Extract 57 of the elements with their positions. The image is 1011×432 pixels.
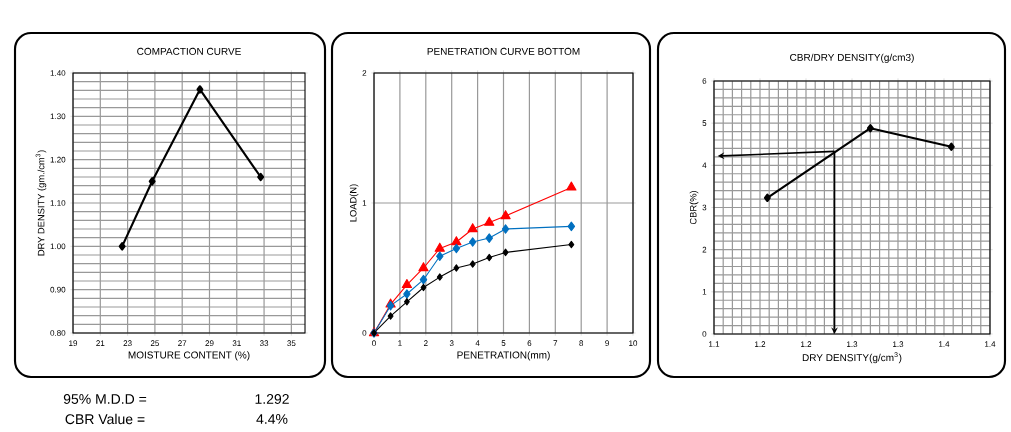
text: 95% M.D.D = (63, 394, 147, 404)
x-tick-label: 33 (259, 340, 269, 347)
y-tick-label: 0 (362, 330, 367, 336)
y-tick-label: 5 (702, 120, 707, 126)
x-tick-label: 21 (96, 340, 105, 346)
x-tick-label: 25 (150, 340, 160, 347)
y-axis-title: LOAD(N) (349, 184, 359, 222)
y-axis-title: DRY DENSITY (gm./cm$^{3}$) (35, 150, 47, 256)
x-tick-label: 9 (605, 340, 609, 347)
x-tick-label: 31 (232, 340, 241, 347)
y-tick-label: 1.40 (50, 70, 66, 76)
y-tick-label: 1 (702, 289, 707, 295)
x-axis-title: PENETRATION(mm) (457, 351, 550, 361)
x-tick-label: 1.2 (755, 341, 766, 347)
y-tick-label: 6 (702, 78, 707, 84)
y-tick-label: 0.90 (50, 286, 66, 293)
y-tick-label: 2 (362, 70, 367, 76)
x-tick-label: 19 (69, 340, 78, 347)
x-tick-label: 4 (475, 340, 480, 346)
y-tick-label: 1.30 (50, 113, 66, 120)
x-tick-label: 1.4 (985, 341, 996, 347)
x-tick-label: 27 (178, 340, 187, 346)
x-tick-label: 1.4 (939, 341, 950, 347)
y-axis-title: CBR(%) (689, 190, 699, 225)
y-tick-label: 1.10 (50, 200, 66, 206)
x-tick-label: 3 (449, 340, 454, 347)
x-tick-label: 2 (423, 340, 428, 346)
x-axis-title: MOISTURE CONTENT (%) (128, 351, 250, 361)
x-tick-label: 5 (501, 340, 506, 346)
x-tick-label: 23 (123, 340, 132, 347)
text: 4.4% (256, 414, 288, 424)
x-tick-label: 10 (629, 340, 638, 347)
y-tick-label: 1.00 (50, 243, 66, 250)
text: CBR Value = (65, 413, 145, 425)
x-axis-title: DRY DENSITY(g/cm$^{3}$) (802, 352, 902, 364)
x-tick-label: 1.3 (893, 341, 904, 348)
y-tick-label: 1.20 (50, 156, 66, 163)
x-tick-label: 0 (372, 340, 376, 347)
x-tick-label: 7 (553, 340, 558, 346)
y-tick-label: 4 (702, 162, 707, 169)
x-tick-label: 1.3 (847, 341, 858, 348)
x-tick-label: 6 (527, 340, 532, 347)
chart-title: CBR/DRY DENSITY(g/cm3) (790, 53, 914, 63)
y-tick-label: 0.80 (50, 330, 66, 336)
x-tick-label: 29 (205, 340, 214, 347)
y-tick-label: 2 (702, 246, 707, 253)
x-tick-label: 1.1 (709, 341, 720, 347)
y-tick-label: 3 (702, 204, 707, 211)
x-tick-label: 1 (398, 340, 402, 346)
y-tick-label: 1 (362, 200, 367, 206)
x-tick-label: 1.2 (801, 341, 812, 347)
chart-title: PENETRATION CURVE BOTTOM (427, 47, 580, 55)
x-tick-label: 35 (287, 340, 296, 347)
y-tick-label: 0 (702, 331, 707, 337)
x-tick-label: 8 (579, 340, 584, 347)
text: 1.292 (255, 394, 289, 404)
chart-title: COMPACTION CURVE (137, 47, 241, 55)
